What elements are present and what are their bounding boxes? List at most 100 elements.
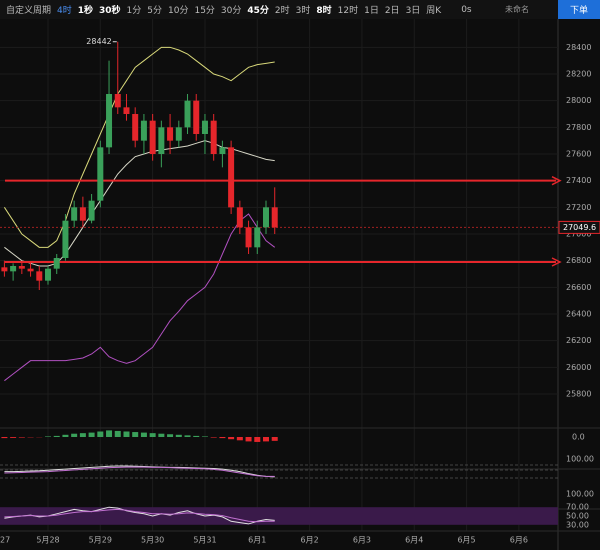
candle-body	[236, 207, 243, 228]
macd-bar	[79, 433, 86, 437]
y-tick-label: 0.0	[572, 433, 585, 442]
macd-bar	[97, 431, 104, 437]
candle-body	[53, 258, 60, 269]
y-tick-label: 50.00	[566, 512, 589, 521]
period[interactable]: 15分	[194, 6, 215, 16]
macd-bar	[236, 437, 243, 441]
x-tick-label: 5月28	[36, 536, 59, 545]
indicator-line	[4, 213, 276, 382]
y-tick-label: 70.00	[566, 503, 589, 512]
macd-bar	[88, 432, 95, 437]
y-tick-label: 28000	[566, 96, 591, 105]
x-tick-label: 5月31	[193, 536, 216, 545]
x-tick-label: 6月5	[457, 536, 475, 545]
order-button[interactable]: 下单	[558, 0, 600, 19]
indicator-line	[4, 465, 275, 478]
candle-body	[36, 271, 43, 281]
candle-body	[158, 127, 165, 154]
candle-body	[271, 207, 278, 228]
toolbar: 自定义周期 4时 1秒 30秒 1分 5分 10分 15分 30分 45分 2时 3时 8时 12时 1日 2…	[0, 0, 600, 19]
candle-body	[149, 120, 156, 154]
layout-name[interactable]: 未命名	[505, 5, 529, 14]
y-tick-label: 27600	[566, 150, 591, 159]
period[interactable]: 2日	[384, 6, 400, 16]
candle-body	[123, 107, 130, 114]
period[interactable]: 8时	[316, 6, 332, 16]
indicator-line	[4, 508, 275, 523]
macd-bar	[18, 437, 25, 438]
period[interactable]: 45分	[247, 6, 269, 16]
period[interactable]: 30秒	[99, 6, 121, 16]
macd-bar	[45, 436, 51, 437]
max-label: 28442	[86, 37, 111, 46]
period[interactable]: 1日	[364, 6, 379, 16]
candle-body	[175, 127, 182, 141]
x-tick-label: 5月30	[141, 536, 164, 545]
y-tick-label: 27000	[566, 230, 591, 239]
macd-bar	[201, 436, 208, 437]
candle-body	[193, 100, 200, 134]
candle-body	[184, 100, 191, 128]
y-tick-label: 26200	[566, 336, 591, 345]
candle-body	[245, 227, 252, 248]
macd-bar	[219, 437, 226, 439]
x-tick-label: 6月3	[353, 536, 371, 545]
macd-bar	[210, 437, 217, 438]
period[interactable]: 1秒	[77, 6, 94, 16]
candle-body	[97, 147, 104, 201]
y-tick-label: 27200	[566, 203, 591, 212]
chart: 25800 26000 26200 26400 26600 26800 27000 27200…	[0, 19, 600, 550]
period[interactable]: 5分	[147, 6, 163, 16]
macd-bar	[1, 437, 8, 439]
candle-body	[18, 266, 25, 269]
y-tick-label: 28400	[566, 43, 591, 52]
period[interactable]: 30分	[220, 6, 242, 16]
macd-bar	[271, 437, 278, 441]
candle-body	[167, 127, 174, 141]
period[interactable]: 12时	[337, 6, 359, 16]
candle-body	[45, 268, 51, 281]
last-price-box	[558, 220, 600, 234]
candle-body	[263, 207, 269, 228]
macd-bar	[158, 433, 165, 437]
level-arrow	[551, 175, 562, 186]
macd-bar	[228, 437, 235, 440]
candle-body	[219, 147, 226, 154]
macd-bar	[254, 437, 261, 442]
macd-bar	[263, 437, 269, 442]
y-tick-label: 27400	[566, 176, 591, 185]
candle-body	[140, 120, 147, 141]
candle-body	[254, 227, 261, 248]
period[interactable]: 4时	[57, 6, 72, 16]
y-tick-label: 27800	[566, 123, 591, 132]
period[interactable]: 周K	[426, 6, 442, 16]
macd-bar	[149, 433, 156, 437]
candle-body	[88, 200, 95, 221]
x-tick-label: 6月4	[405, 536, 423, 545]
period[interactable]: 3时	[295, 6, 311, 16]
period[interactable]: 10分	[168, 6, 189, 16]
y-tick-label: 100.00	[566, 455, 594, 464]
macd-bar	[123, 431, 130, 437]
y-tick-label: 30.00	[566, 520, 589, 529]
candle-body	[71, 207, 78, 221]
macd-bar	[10, 437, 17, 438]
candle-body	[10, 266, 17, 272]
x-tick-label: 27	[0, 536, 10, 545]
period[interactable]: 1分	[126, 6, 142, 16]
range-band	[0, 507, 558, 525]
x-tick-label: 6月1	[248, 536, 266, 545]
x-tick-label: 5月29	[89, 536, 112, 545]
period-menu[interactable]: 自定义周期	[6, 6, 52, 16]
period[interactable]: 2时	[274, 6, 290, 16]
candle-body	[132, 114, 139, 141]
period[interactable]: 3日	[405, 6, 421, 16]
x-tick-label: 6月2	[301, 536, 319, 545]
macd-bar	[140, 432, 147, 437]
macd-bar	[175, 434, 182, 437]
y-tick-label: 25800	[566, 390, 591, 399]
indicator-line	[3, 46, 275, 248]
macd-bar	[184, 435, 191, 437]
candle-body	[79, 207, 86, 221]
